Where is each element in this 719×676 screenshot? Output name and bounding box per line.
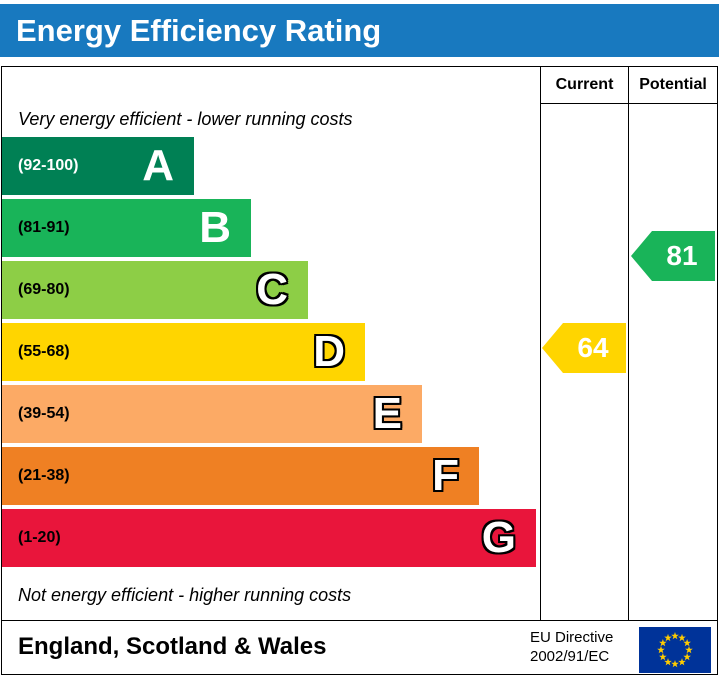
potential-column-header: Potential bbox=[639, 76, 707, 93]
band-range-label: (55-68) bbox=[18, 343, 70, 360]
band-a: (92-100) A bbox=[2, 137, 194, 195]
band-range-label: (81-91) bbox=[18, 219, 70, 236]
top-note: Very energy efficient - lower running co… bbox=[18, 109, 353, 129]
current-rating-arrow: 64 bbox=[542, 323, 626, 373]
eu-directive-label: EU Directive 2002/91/EC bbox=[530, 628, 613, 666]
current-rating-value: 64 bbox=[577, 332, 609, 363]
band-g: (1-20) G bbox=[2, 509, 536, 567]
band-letter: B bbox=[199, 203, 231, 252]
band-range-label: (39-54) bbox=[18, 405, 70, 422]
bottom-note: Not energy efficient - higher running co… bbox=[18, 585, 352, 605]
band-d: (55-68) D bbox=[2, 323, 365, 381]
band-letter: C bbox=[256, 265, 288, 314]
eu-directive-line2: 2002/91/EC bbox=[530, 648, 610, 665]
current-column-header: Current bbox=[555, 76, 614, 93]
eu-flag-icon bbox=[639, 627, 711, 673]
potential-column-divider bbox=[628, 67, 629, 620]
eu-directive-line1: EU Directive bbox=[530, 629, 614, 646]
region-label: England, Scotland & Wales bbox=[18, 633, 327, 660]
band-f: (21-38) F bbox=[2, 447, 479, 505]
band-e: (39-54) E bbox=[2, 385, 422, 443]
band-b: (81-91) B bbox=[2, 199, 251, 257]
band-range-label: (1-20) bbox=[18, 529, 61, 546]
potential-rating-arrow: 81 bbox=[631, 231, 715, 281]
current-column-divider bbox=[540, 67, 541, 620]
title-bar: Energy Efficiency Rating bbox=[0, 4, 719, 57]
band-letter: F bbox=[432, 451, 459, 500]
rating-bands: (92-100) A (81-91) B (69-80) C (55-68) D… bbox=[2, 137, 536, 571]
band-letter: G bbox=[481, 513, 516, 562]
band-range-label: (92-100) bbox=[18, 157, 79, 174]
potential-rating-value: 81 bbox=[666, 240, 698, 271]
energy-rating-chart: Current Potential Very energy efficient … bbox=[1, 66, 718, 675]
column-header-underline bbox=[540, 103, 717, 104]
footer-divider bbox=[2, 620, 717, 621]
band-range-label: (21-38) bbox=[18, 467, 70, 484]
band-range-label: (69-80) bbox=[18, 281, 70, 298]
band-letter: E bbox=[372, 389, 402, 438]
eu-flag-stars bbox=[657, 632, 693, 668]
band-letter: A bbox=[142, 141, 174, 190]
band-letter: D bbox=[313, 327, 345, 376]
page-title: Energy Efficiency Rating bbox=[16, 12, 382, 48]
band-c: (69-80) C bbox=[2, 261, 308, 319]
